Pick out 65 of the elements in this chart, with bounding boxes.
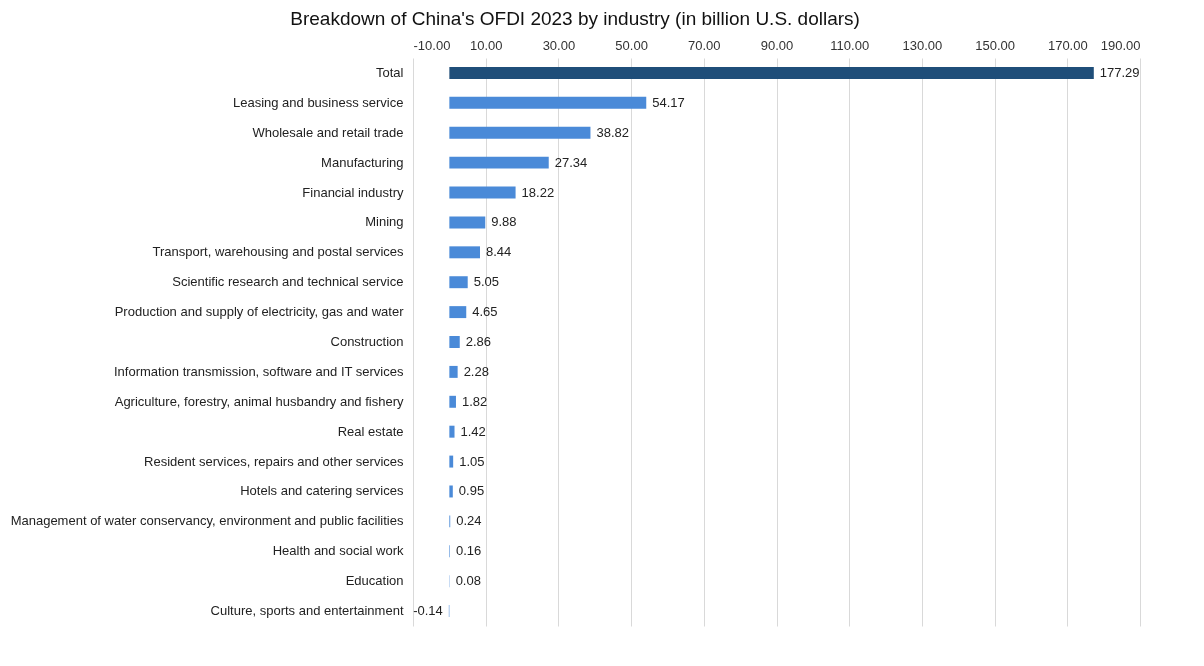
data-label: 27.34	[554, 154, 588, 170]
bar	[449, 246, 481, 259]
data-label: 2.86	[465, 334, 492, 349]
y-tick-label: Real estate	[337, 423, 404, 439]
y-tick-label: Management of water conservancy, environment and public facilities	[10, 513, 404, 529]
data-label: 4.65	[472, 304, 498, 320]
x-tick-label: 130.00	[902, 37, 943, 53]
x-tick-label: 190.00	[1100, 37, 1141, 53]
y-tick-label: Resident services, repairs and other services	[144, 453, 404, 469]
y-tick-label: Manufacturing	[321, 154, 404, 170]
y-tick-label: Construction	[330, 334, 404, 349]
bar	[449, 336, 460, 348]
bar	[449, 66, 1094, 79]
x-tick-label: 50.00	[615, 37, 648, 53]
bar	[449, 306, 467, 319]
y-tick-label: Health and social work	[272, 543, 404, 559]
data-label: 18.22	[521, 184, 555, 200]
x-tick-label: 10.00	[469, 37, 503, 53]
x-tick-label: 70.00	[688, 37, 721, 53]
bar	[449, 156, 549, 169]
bar	[449, 126, 591, 139]
bar	[449, 485, 453, 498]
y-tick-label: Agriculture, forestry, animal husbandry and fishery	[114, 393, 404, 409]
x-tick-label: 150.00	[975, 37, 1015, 53]
bar	[449, 395, 456, 408]
y-tick-label: Wholesale and retail trade	[252, 124, 404, 140]
bar	[449, 96, 647, 109]
y-tick-label: Total	[376, 64, 404, 80]
y-tick-label: Leasing and business service	[232, 94, 404, 110]
x-tick-label: 170.00	[1047, 37, 1088, 53]
x-tick-label: 110.00	[830, 37, 870, 53]
y-tick-label: Education	[345, 573, 404, 589]
data-label: 0.95	[458, 483, 485, 499]
chart-title: Breakdown of China's OFDI 2023 by industry (in billion U.S. dollars)	[290, 8, 860, 29]
y-tick-label: Information transmission, software and IT services	[114, 363, 404, 379]
data-label: 5.05	[473, 274, 500, 290]
data-label: 1.82	[461, 393, 488, 409]
y-tick-label: Hotels and catering services	[240, 483, 404, 499]
data-label: 54.17	[652, 94, 685, 110]
data-label: 1.05	[459, 453, 485, 469]
data-label: 177.29	[1099, 64, 1140, 80]
data-label: 9.88	[491, 214, 517, 230]
data-label: 0.16	[455, 543, 482, 559]
y-tick-label: Scientific research and technical service	[172, 274, 404, 290]
y-tick-label: Financial industry	[302, 184, 404, 200]
x-tick-label: -10.00	[413, 37, 451, 53]
x-tick-label: 30.00	[542, 37, 576, 53]
y-tick-label: Mining	[365, 214, 404, 230]
data-label: 2.28	[463, 363, 489, 379]
bar	[449, 365, 458, 378]
x-tick-label: 90.00	[760, 37, 794, 53]
bar	[449, 455, 454, 468]
data-label: 1.42	[460, 423, 486, 439]
y-tick-label: Transport, warehousing and postal services	[152, 244, 404, 260]
data-label: 0.08	[455, 573, 481, 589]
bar	[449, 216, 486, 229]
data-label: -0.14	[413, 603, 443, 619]
data-label: 0.24	[456, 513, 482, 529]
y-tick-label: Culture, sports and entertainment	[210, 603, 404, 619]
data-label: 8.44	[486, 244, 512, 260]
bar	[449, 276, 468, 289]
data-label: 38.82	[596, 124, 630, 140]
bar	[449, 186, 516, 199]
y-tick-label: Production and supply of electricity, gas and water	[114, 304, 405, 320]
bar	[449, 425, 455, 438]
